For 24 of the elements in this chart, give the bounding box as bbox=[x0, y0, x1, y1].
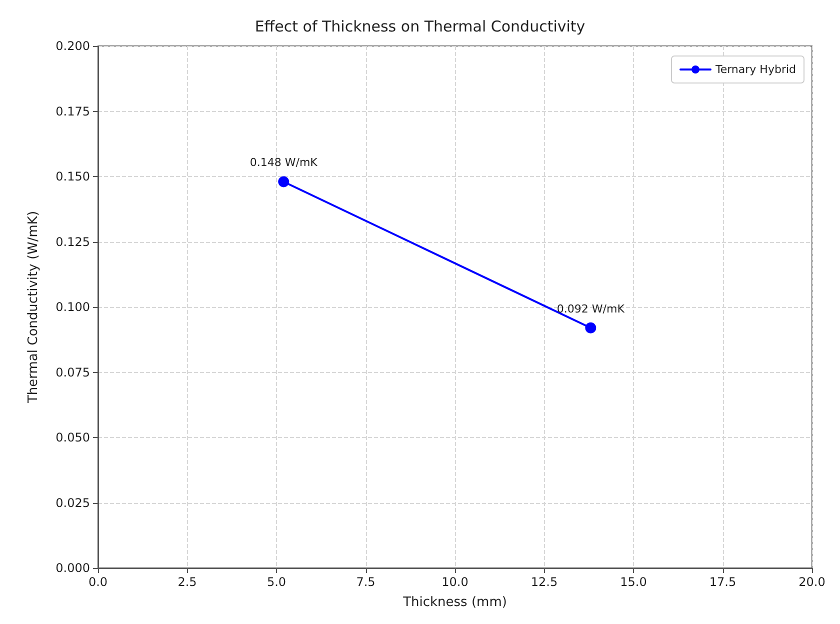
x-axis-title: Thickness (mm) bbox=[402, 595, 507, 610]
x-tick-label: 10.0 bbox=[442, 575, 468, 589]
data-label: 0.092 W/mK bbox=[556, 302, 626, 316]
x-tick-label: 20.0 bbox=[798, 575, 826, 589]
y-axis-title: Thermal Conductivity (W/mK) bbox=[26, 210, 41, 404]
y-tick-label: 0.200 bbox=[56, 39, 90, 53]
y-tick-label: 0.150 bbox=[56, 170, 90, 184]
x-tick-label: 2.5 bbox=[178, 575, 197, 589]
y-tick-label: 0.100 bbox=[56, 300, 90, 314]
chart-title: Effect of Thickness on Thermal Conductivity bbox=[254, 18, 586, 36]
x-tick-label: 0.0 bbox=[88, 575, 108, 589]
data-label: 0.148 W/mK bbox=[250, 156, 318, 170]
x-tick-label: 7.5 bbox=[356, 575, 376, 589]
y-tick-label: 0.000 bbox=[56, 561, 90, 575]
y-tick-label: 0.075 bbox=[56, 365, 90, 380]
y-tick-label: 0.025 bbox=[56, 496, 90, 510]
x-tick-label: 5.0 bbox=[266, 575, 286, 589]
x-tick-label: 15.0 bbox=[620, 575, 647, 589]
y-tick-label: 0.050 bbox=[56, 430, 90, 444]
x-tick-label: 12.5 bbox=[530, 575, 558, 589]
x-tick-label: 17.5 bbox=[709, 575, 736, 589]
y-tick-label: 0.175 bbox=[56, 104, 90, 118]
legend-label: Ternary Hybrid bbox=[714, 63, 796, 76]
y-tick-label: 0.125 bbox=[56, 234, 90, 249]
